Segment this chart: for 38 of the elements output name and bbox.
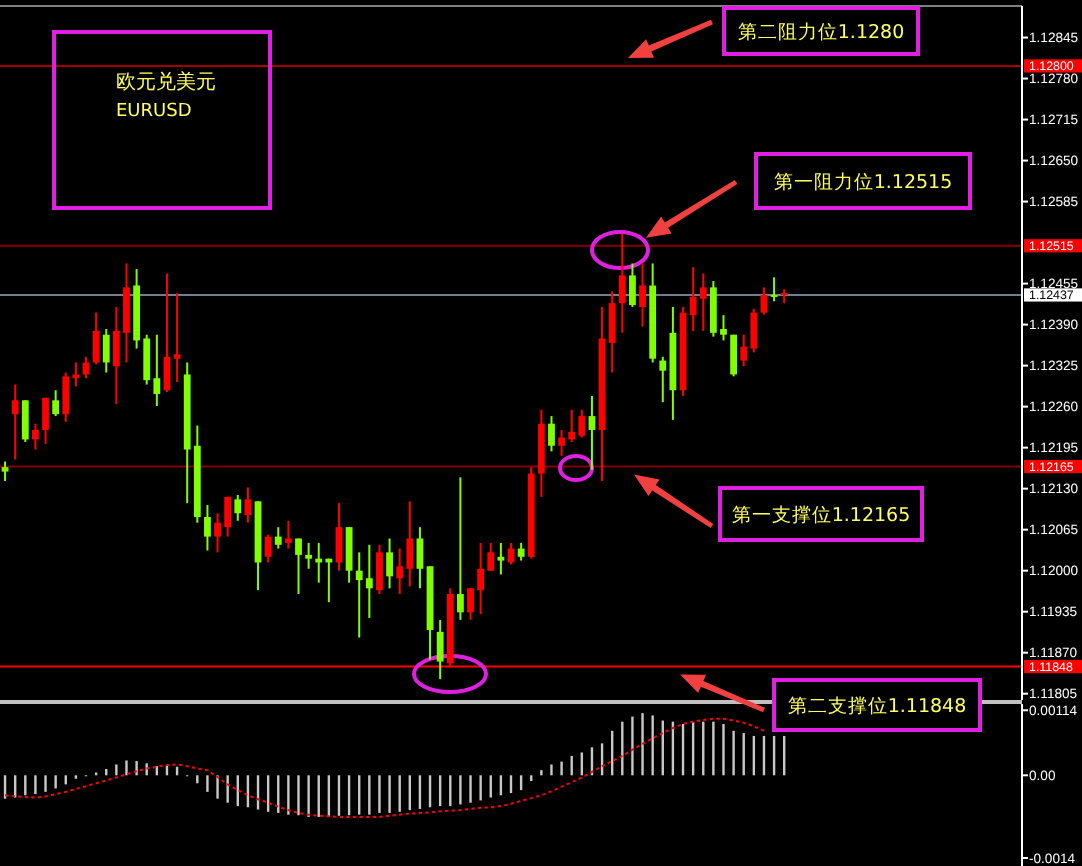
candlestick (204, 504, 211, 552)
annotation: 第一支撑位1.12165 (731, 502, 911, 527)
candlestick (21, 399, 29, 443)
candlestick (284, 519, 292, 550)
candlestick (760, 286, 768, 316)
candlestick (608, 290, 616, 374)
candlestick (52, 389, 60, 418)
candlestick (244, 486, 252, 524)
text: 欧元兑美元 (116, 70, 216, 94)
line-series (4, 717, 765, 818)
annotation: 第二阻力位1.1280 (737, 19, 905, 44)
candlestick (618, 232, 626, 334)
candlestick (416, 526, 424, 590)
candlestick (264, 533, 272, 564)
candlestick (639, 262, 646, 328)
candlestick (32, 422, 39, 451)
candlestick (659, 355, 667, 404)
candlestick (457, 476, 464, 621)
candlestick (548, 415, 555, 453)
candlestick (11, 383, 19, 461)
candlestick (173, 292, 181, 384)
annotation: 第一阻力位1.12515 (773, 169, 953, 194)
candlestick (42, 396, 49, 445)
candlestick (1, 460, 9, 483)
candlestick (295, 537, 302, 596)
candlestick (497, 541, 505, 576)
candlestick (436, 618, 444, 681)
candlestick (305, 541, 313, 570)
candlestick (629, 262, 636, 308)
candlestick (92, 311, 100, 366)
candlestick (730, 333, 738, 378)
annotation: 第二支撑位1.11848 (787, 693, 967, 718)
candlestick (102, 328, 110, 374)
candlestick (386, 537, 393, 590)
text: EURUSD (116, 102, 192, 122)
candlestick (274, 526, 282, 550)
candlestick (234, 493, 242, 522)
candlestick (376, 543, 383, 596)
